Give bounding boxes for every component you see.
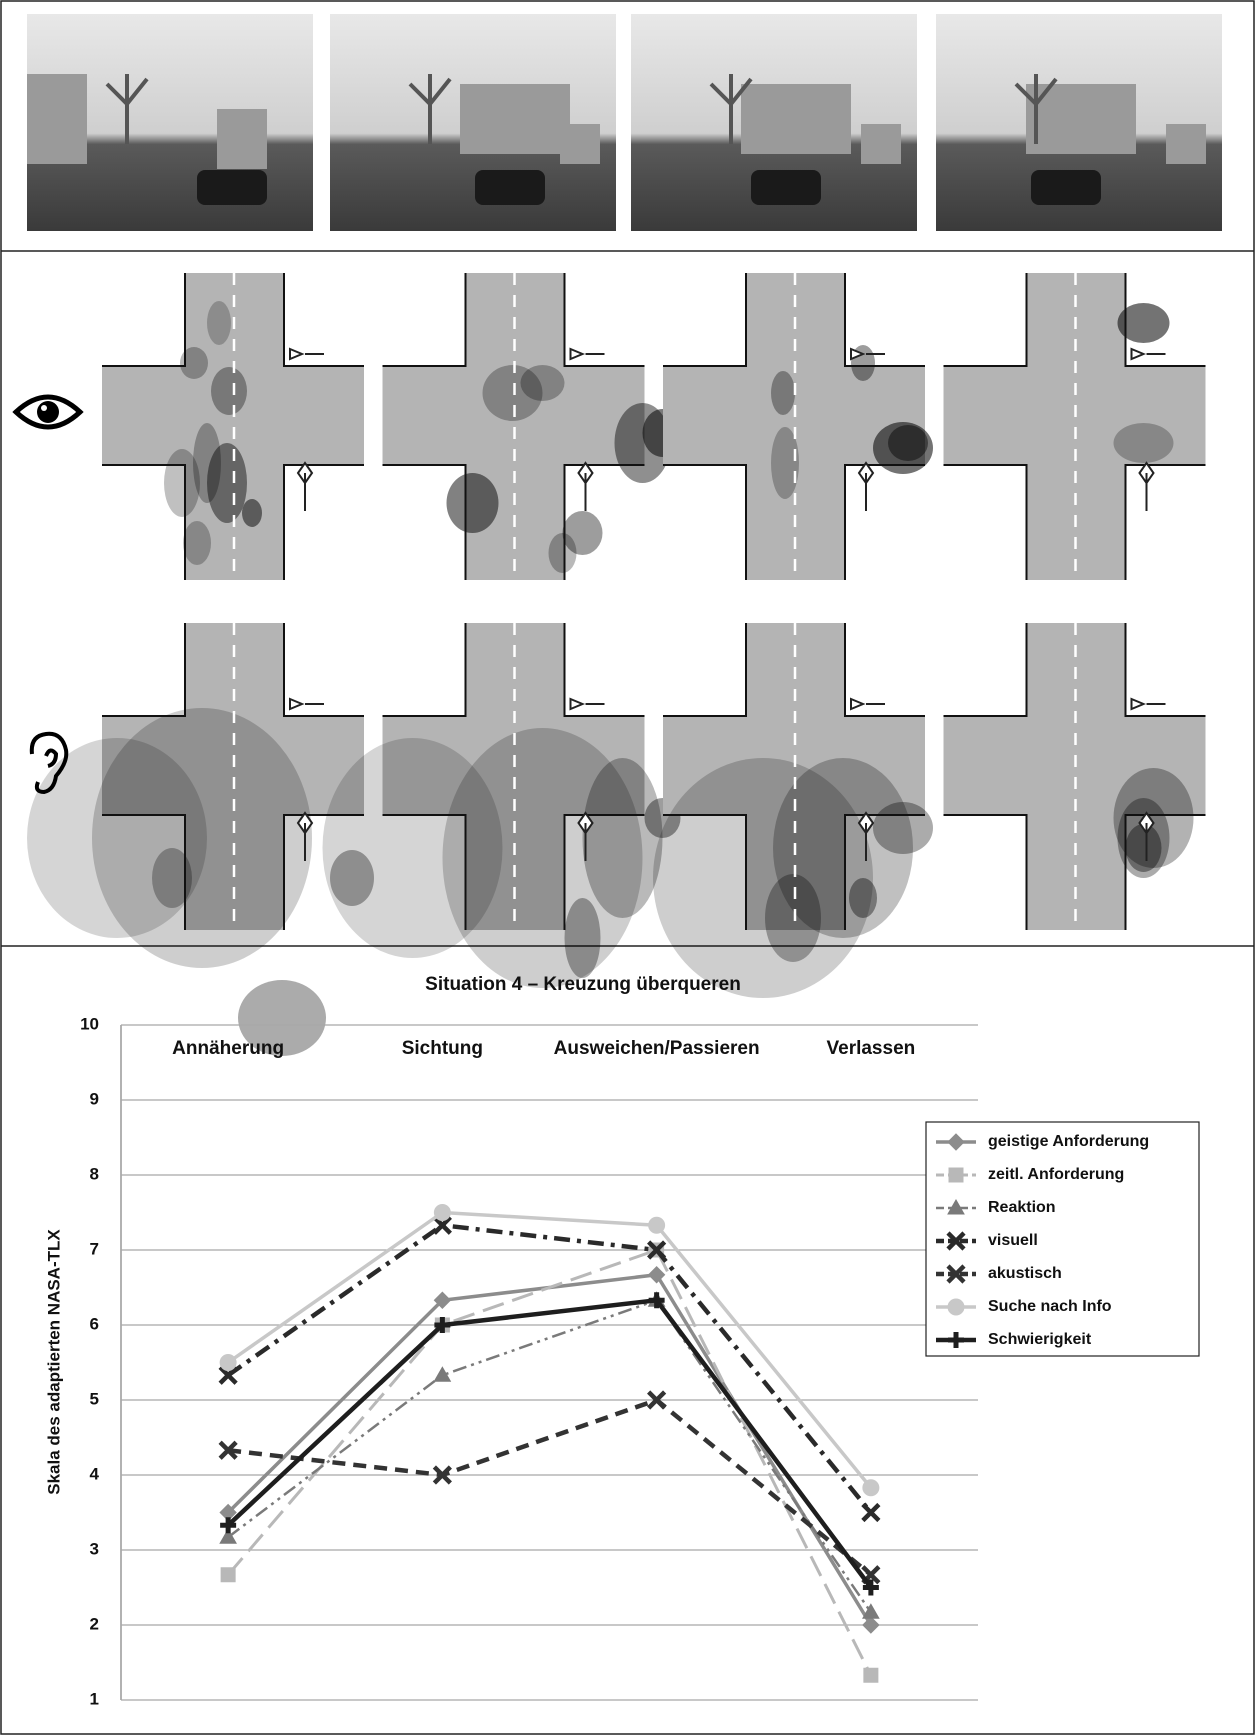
attention-maps bbox=[27, 273, 1206, 1056]
y-axis-label: Skala des adaptierten NASA-TLX bbox=[44, 1229, 63, 1495]
sign bbox=[571, 349, 605, 359]
intersection bbox=[102, 273, 364, 580]
y-tick-label: 7 bbox=[90, 1239, 99, 1258]
legend-label: visuell bbox=[988, 1232, 1038, 1249]
sign bbox=[579, 463, 593, 511]
attention-blob bbox=[164, 449, 200, 517]
building bbox=[27, 74, 87, 164]
building bbox=[217, 109, 267, 169]
legend-label: geistige Anforderung bbox=[988, 1133, 1149, 1150]
page: Situation 4 – Kreuzung überqueren Skala … bbox=[0, 0, 1255, 1735]
attention-blob bbox=[849, 878, 877, 918]
sign bbox=[298, 463, 312, 511]
building bbox=[741, 84, 851, 154]
legend-marker bbox=[949, 1168, 963, 1182]
legend-label: Suche nach Info bbox=[988, 1298, 1112, 1315]
eye-icon bbox=[16, 397, 80, 427]
category-label: Verlassen bbox=[827, 1038, 916, 1059]
attention-blob bbox=[765, 874, 821, 962]
car bbox=[197, 170, 267, 205]
attention-blob bbox=[888, 425, 928, 461]
attention-blob bbox=[583, 758, 663, 918]
sign bbox=[290, 349, 324, 359]
y-tick-label: 3 bbox=[90, 1539, 99, 1558]
intersection bbox=[663, 273, 933, 580]
sign bbox=[1140, 463, 1154, 511]
attention-blob bbox=[549, 533, 577, 573]
attention-blob bbox=[447, 473, 499, 533]
y-tick-label: 10 bbox=[80, 1014, 99, 1033]
building bbox=[861, 124, 901, 164]
sign bbox=[571, 699, 605, 709]
y-tick-label: 8 bbox=[90, 1164, 99, 1183]
legend-label: akustisch bbox=[988, 1265, 1062, 1282]
attention-blob bbox=[92, 708, 312, 968]
sign bbox=[290, 699, 324, 709]
data-point bbox=[434, 1205, 450, 1221]
intersection bbox=[653, 623, 933, 998]
attention-blob bbox=[771, 371, 795, 415]
sign bbox=[1132, 349, 1166, 359]
car bbox=[751, 170, 821, 205]
building bbox=[1166, 124, 1206, 164]
sign bbox=[859, 463, 873, 511]
intersection bbox=[944, 273, 1206, 580]
figure: Situation 4 – Kreuzung überqueren Skala … bbox=[0, 0, 1255, 1735]
attention-blob bbox=[183, 521, 211, 565]
attention-blob bbox=[211, 367, 247, 415]
building bbox=[460, 84, 570, 154]
series-line bbox=[228, 1213, 871, 1488]
sign bbox=[1132, 699, 1166, 709]
photo-row bbox=[27, 14, 1222, 231]
intersection bbox=[383, 273, 683, 580]
attention-blob bbox=[242, 499, 262, 527]
category-label: Sichtung bbox=[402, 1038, 483, 1059]
attention-blob bbox=[1126, 824, 1162, 872]
legend-label: Reaktion bbox=[988, 1199, 1056, 1216]
data-point bbox=[221, 1568, 235, 1582]
data-point bbox=[649, 1217, 665, 1233]
data-point bbox=[863, 1617, 879, 1633]
attention-blob bbox=[1114, 423, 1174, 463]
chart-title: Situation 4 – Kreuzung überqueren bbox=[425, 974, 741, 995]
y-tick-label: 9 bbox=[90, 1089, 99, 1108]
y-tick-label: 5 bbox=[90, 1389, 99, 1408]
sign bbox=[851, 699, 885, 709]
data-point bbox=[863, 1480, 879, 1496]
data-point bbox=[863, 1505, 879, 1521]
intersection bbox=[944, 623, 1206, 930]
legend-marker bbox=[948, 1299, 964, 1315]
y-tick-label: 1 bbox=[90, 1689, 99, 1708]
intersection bbox=[323, 623, 681, 988]
category-label: Annäherung bbox=[172, 1038, 284, 1059]
attention-blob bbox=[207, 301, 231, 345]
attention-blob bbox=[521, 365, 565, 401]
y-tick-label: 2 bbox=[90, 1614, 99, 1633]
data-point bbox=[220, 1355, 236, 1371]
data-point bbox=[863, 1604, 879, 1618]
data-point bbox=[864, 1668, 878, 1682]
category-label: Ausweichen/Passieren bbox=[554, 1038, 760, 1059]
data-point bbox=[649, 1267, 665, 1283]
legend-label: zeitl. Anforderung bbox=[988, 1166, 1124, 1183]
series-line bbox=[228, 1300, 871, 1587]
y-tick-label: 4 bbox=[90, 1464, 100, 1483]
series-line bbox=[228, 1275, 871, 1625]
intersection bbox=[27, 623, 374, 1056]
legend-label: Schwierigkeit bbox=[988, 1331, 1092, 1348]
plot: 1 2 3 4 5 6 7 8 9 10 Annäherung Sichtung Ausweichen/… bbox=[80, 1014, 1199, 1708]
building bbox=[560, 124, 600, 164]
car bbox=[1031, 170, 1101, 205]
attention-blob bbox=[873, 802, 933, 854]
attention-blob bbox=[565, 898, 601, 978]
y-tick-label: 6 bbox=[90, 1314, 99, 1333]
car bbox=[475, 170, 545, 205]
series-line bbox=[228, 1400, 871, 1575]
